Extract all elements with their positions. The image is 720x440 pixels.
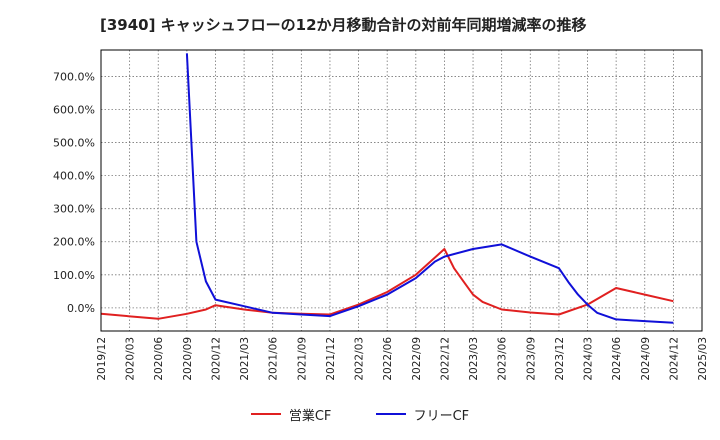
- y-tick-label: 500.0%: [53, 137, 95, 150]
- x-tick-label: 2022/09: [411, 337, 423, 381]
- x-tick-label: 2023/12: [554, 337, 566, 381]
- x-tick-label: 2024/03: [583, 337, 595, 381]
- x-tick-label: 2021/12: [325, 337, 337, 381]
- x-tick-label: 2024/06: [611, 337, 623, 381]
- x-tick-label: 2023/06: [497, 337, 509, 381]
- x-tick-label: 2022/12: [439, 337, 451, 381]
- x-tick-label: 2025/03: [697, 337, 709, 381]
- y-tick-label: 700.0%: [53, 70, 95, 83]
- y-tick-label: 300.0%: [53, 203, 95, 216]
- x-tick-label: 2021/03: [239, 337, 251, 381]
- y-tick-label: 400.0%: [53, 170, 95, 183]
- x-axis: 2019/12 2020/03 2020/06 2020/09 2020/12 2021/…: [96, 337, 709, 381]
- x-tick-label: 2024/12: [668, 337, 680, 381]
- x-tick-label: 2024/09: [640, 337, 652, 381]
- chart-title: [3940] キャッシュフローの12か月移動合計の対前年同期増減率の推移: [100, 16, 587, 34]
- legend-swatch-operating-cf: [250, 413, 281, 415]
- x-tick-label: 2022/03: [354, 337, 366, 381]
- x-tick-label: 2020/06: [153, 337, 165, 381]
- x-tick-label: 2021/09: [296, 337, 308, 381]
- plot-background: [101, 50, 702, 331]
- legend-label-free-cf: フリーCF: [413, 408, 470, 424]
- legend: 営業CF フリーCF: [0, 404, 720, 424]
- y-tick-label: 600.0%: [53, 104, 95, 117]
- line-chart: 0.0% 100.0% 200.0% 300.0% 400.0% 500.0% 600.0%…: [53, 49, 709, 381]
- gridlines: [100, 50, 703, 331]
- y-tick-label: 100.0%: [53, 269, 95, 282]
- y-tick-label: 200.0%: [53, 236, 95, 249]
- y-axis: 0.0% 100.0% 200.0% 300.0% 400.0% 500.0% 600.0%…: [53, 70, 95, 314]
- x-tick-label: 2022/06: [382, 337, 394, 381]
- x-tick-label: 2021/06: [268, 337, 280, 381]
- legend-swatch-free-cf: [375, 413, 406, 415]
- x-tick-label: 2020/12: [210, 337, 222, 381]
- plot-frame: [100, 49, 703, 332]
- series-line-operating-cf: [100, 248, 674, 320]
- y-tick-label: 0.0%: [67, 302, 95, 315]
- legend-item-operating-cf: 営業CF: [250, 405, 332, 424]
- series-line-free-cf: [185, 53, 674, 324]
- series-lines: [100, 53, 674, 324]
- legend-item-free-cf: フリーCF: [375, 405, 470, 424]
- x-tick-label: 2020/09: [182, 337, 194, 381]
- x-tick-label: 2019/12: [96, 337, 108, 381]
- x-tick-label: 2023/09: [525, 337, 537, 381]
- legend-label-operating-cf: 営業CF: [288, 408, 332, 424]
- x-tick-label: 2020/03: [125, 337, 137, 381]
- x-tick-label: 2023/03: [468, 337, 480, 381]
